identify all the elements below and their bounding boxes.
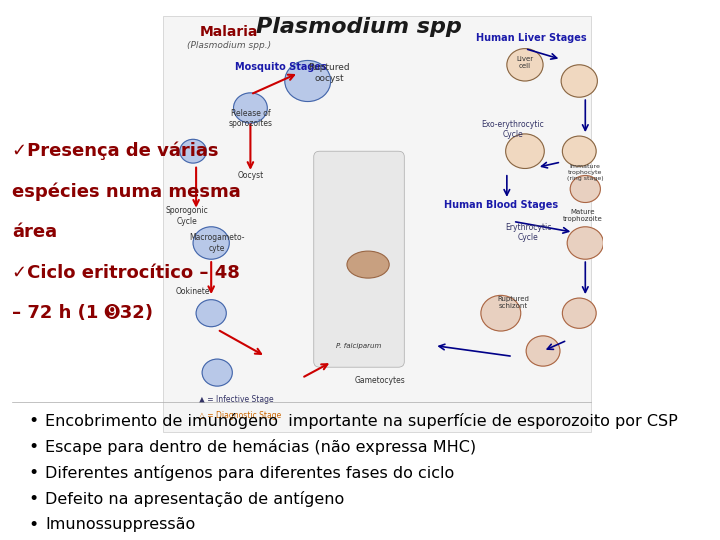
FancyBboxPatch shape — [314, 151, 404, 367]
Text: Human Liver Stages: Human Liver Stages — [476, 33, 586, 43]
Text: área: área — [12, 223, 57, 241]
Circle shape — [507, 49, 543, 81]
Text: Human Blood Stages: Human Blood Stages — [444, 200, 558, 210]
Text: •: • — [28, 516, 38, 534]
Circle shape — [570, 176, 600, 202]
Text: Ruptured
schizont: Ruptured schizont — [497, 296, 528, 309]
Text: Gametocytes: Gametocytes — [355, 376, 405, 385]
Text: Malaria: Malaria — [200, 25, 258, 39]
Text: Defeito na apresentação de antígeno: Defeito na apresentação de antígeno — [45, 491, 344, 507]
Circle shape — [180, 139, 207, 163]
FancyBboxPatch shape — [163, 16, 591, 432]
Circle shape — [567, 227, 603, 259]
Circle shape — [505, 134, 544, 168]
Text: •: • — [28, 438, 38, 456]
Text: Oocyst: Oocyst — [238, 171, 264, 180]
Text: Plasmodium spp: Plasmodium spp — [256, 17, 462, 37]
Text: △ = Diagnostic Stage: △ = Diagnostic Stage — [199, 411, 282, 420]
Circle shape — [561, 65, 598, 97]
Circle shape — [233, 93, 267, 123]
Text: P. falciparum: P. falciparum — [336, 342, 382, 349]
Circle shape — [481, 295, 521, 331]
Text: Liver
cell: Liver cell — [516, 56, 534, 69]
Text: Mature
trophozoite: Mature trophozoite — [562, 210, 602, 222]
Text: Macrogameto-
cyte: Macrogameto- cyte — [189, 233, 245, 253]
Ellipse shape — [347, 251, 390, 278]
Text: Immature
trophocyte
(ring stage): Immature trophocyte (ring stage) — [567, 165, 603, 181]
Circle shape — [526, 336, 560, 366]
Circle shape — [562, 136, 596, 166]
Text: Ookinete: Ookinete — [176, 287, 210, 296]
Text: •: • — [28, 464, 38, 482]
Text: (Plasmodium spp.): (Plasmodium spp.) — [187, 42, 271, 50]
Text: Diferentes antígenos para diferentes fases do ciclo: Diferentes antígenos para diferentes fas… — [45, 465, 454, 481]
Text: •: • — [28, 490, 38, 508]
Circle shape — [285, 60, 330, 102]
Text: Imunossuppressão: Imunossuppressão — [45, 517, 196, 532]
Text: Release of
sporozoites: Release of sporozoites — [228, 109, 272, 129]
Text: ✓Ciclo eritrocítico – 48: ✓Ciclo eritrocítico – 48 — [12, 264, 240, 282]
Text: – 72 h (1 ➒32): – 72 h (1 ➒32) — [12, 304, 153, 322]
Text: ✓Presença de várias: ✓Presença de várias — [12, 142, 219, 160]
Text: Exo-erythrocytic
Cycle: Exo-erythrocytic Cycle — [482, 120, 544, 139]
Text: Escape para dentro de hemácias (não expressa MHC): Escape para dentro de hemácias (não expr… — [45, 439, 477, 455]
Text: Erythrocytic
Cycle: Erythrocytic Cycle — [505, 222, 552, 242]
Circle shape — [202, 359, 233, 386]
Circle shape — [193, 227, 229, 259]
Text: •: • — [28, 412, 38, 430]
Text: Mosquito Stages: Mosquito Stages — [235, 63, 326, 72]
Text: ▲ = Infective Stage: ▲ = Infective Stage — [199, 395, 274, 404]
Text: Ruptured
oocyst: Ruptured oocyst — [308, 63, 350, 83]
Circle shape — [562, 298, 596, 328]
Text: Sporogonic
Cycle: Sporogonic Cycle — [166, 206, 208, 226]
Circle shape — [196, 300, 226, 327]
Text: espécies numa mesma: espécies numa mesma — [12, 183, 240, 201]
Text: Encobrimento de imunógeno  importante na superfície de esporozoito por CSP: Encobrimento de imunógeno importante na … — [45, 413, 678, 429]
